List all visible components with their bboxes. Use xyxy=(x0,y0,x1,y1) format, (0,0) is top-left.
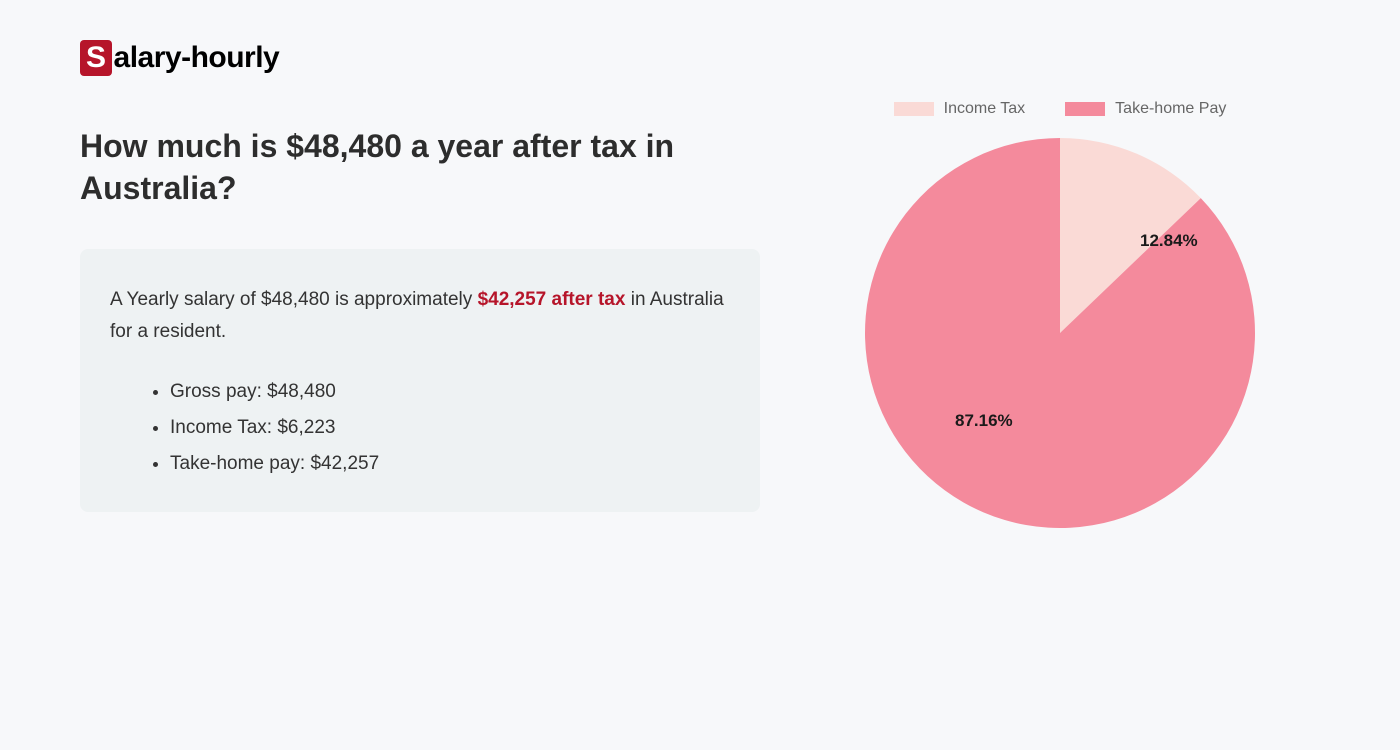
pie-chart: 12.84% 87.16% xyxy=(860,133,1260,533)
list-item: Gross pay: $48,480 xyxy=(170,374,730,410)
page-container: Salary-hourly How much is $48,480 a year… xyxy=(0,0,1400,573)
summary-pre: A Yearly salary of $48,480 is approximat… xyxy=(110,289,478,310)
summary-text: A Yearly salary of $48,480 is approximat… xyxy=(110,284,730,349)
left-column: Salary-hourly How much is $48,480 a year… xyxy=(80,40,760,533)
legend-item-takehome: Take-home Pay xyxy=(1065,100,1226,118)
summary-box: A Yearly salary of $48,480 is approximat… xyxy=(80,249,760,512)
slice-label-takehome: 87.16% xyxy=(955,411,1013,431)
swatch-takehome xyxy=(1065,102,1105,116)
chart-legend: Income Tax Take-home Pay xyxy=(820,100,1300,118)
site-logo: Salary-hourly xyxy=(80,40,760,76)
summary-highlight: $42,257 after tax xyxy=(478,289,626,310)
breakdown-list: Gross pay: $48,480 Income Tax: $6,223 Ta… xyxy=(110,374,730,482)
swatch-tax xyxy=(894,102,934,116)
list-item: Income Tax: $6,223 xyxy=(170,410,730,446)
right-column: Income Tax Take-home Pay 12.84% 87.16% xyxy=(820,40,1300,533)
slice-label-tax: 12.84% xyxy=(1140,231,1198,251)
legend-label-tax: Income Tax xyxy=(944,100,1026,118)
list-item: Take-home pay: $42,257 xyxy=(170,446,730,482)
logo-text: alary-hourly xyxy=(114,41,280,75)
legend-label-takehome: Take-home Pay xyxy=(1115,100,1226,118)
pie-svg xyxy=(860,133,1260,533)
page-title: How much is $48,480 a year after tax in … xyxy=(80,126,760,209)
logo-s-badge: S xyxy=(80,40,112,76)
legend-item-tax: Income Tax xyxy=(894,100,1026,118)
